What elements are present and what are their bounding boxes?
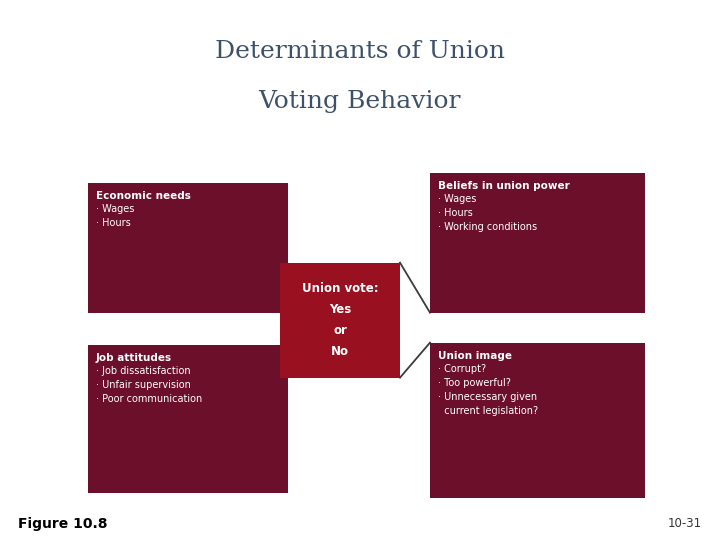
Text: · Job dissatisfaction
· Unfair supervision
· Poor communication: · Job dissatisfaction · Unfair supervisi… xyxy=(96,366,202,404)
Bar xyxy=(280,262,400,377)
Text: Job attitudes: Job attitudes xyxy=(96,353,172,363)
Text: Union vote:
Yes
or
No: Union vote: Yes or No xyxy=(302,282,378,358)
Text: · Corrupt?
· Too powerful?
· Unnecessary given
  current legislation?: · Corrupt? · Too powerful? · Unnecessary… xyxy=(438,364,538,416)
Text: · Wages
· Hours
· Working conditions: · Wages · Hours · Working conditions xyxy=(438,194,537,232)
Bar xyxy=(88,183,288,313)
Text: 10-31: 10-31 xyxy=(668,517,702,530)
Text: Figure 10.8: Figure 10.8 xyxy=(18,517,107,531)
Bar xyxy=(430,343,645,497)
Text: Voting Behavior: Voting Behavior xyxy=(258,90,462,112)
Text: Union image: Union image xyxy=(438,350,512,361)
Bar xyxy=(430,173,645,313)
Bar xyxy=(88,345,288,492)
Text: Economic needs: Economic needs xyxy=(96,191,191,201)
Text: Beliefs in union power: Beliefs in union power xyxy=(438,181,570,191)
Text: · Wages
· Hours: · Wages · Hours xyxy=(96,204,135,228)
Text: Determinants of Union: Determinants of Union xyxy=(215,40,505,63)
